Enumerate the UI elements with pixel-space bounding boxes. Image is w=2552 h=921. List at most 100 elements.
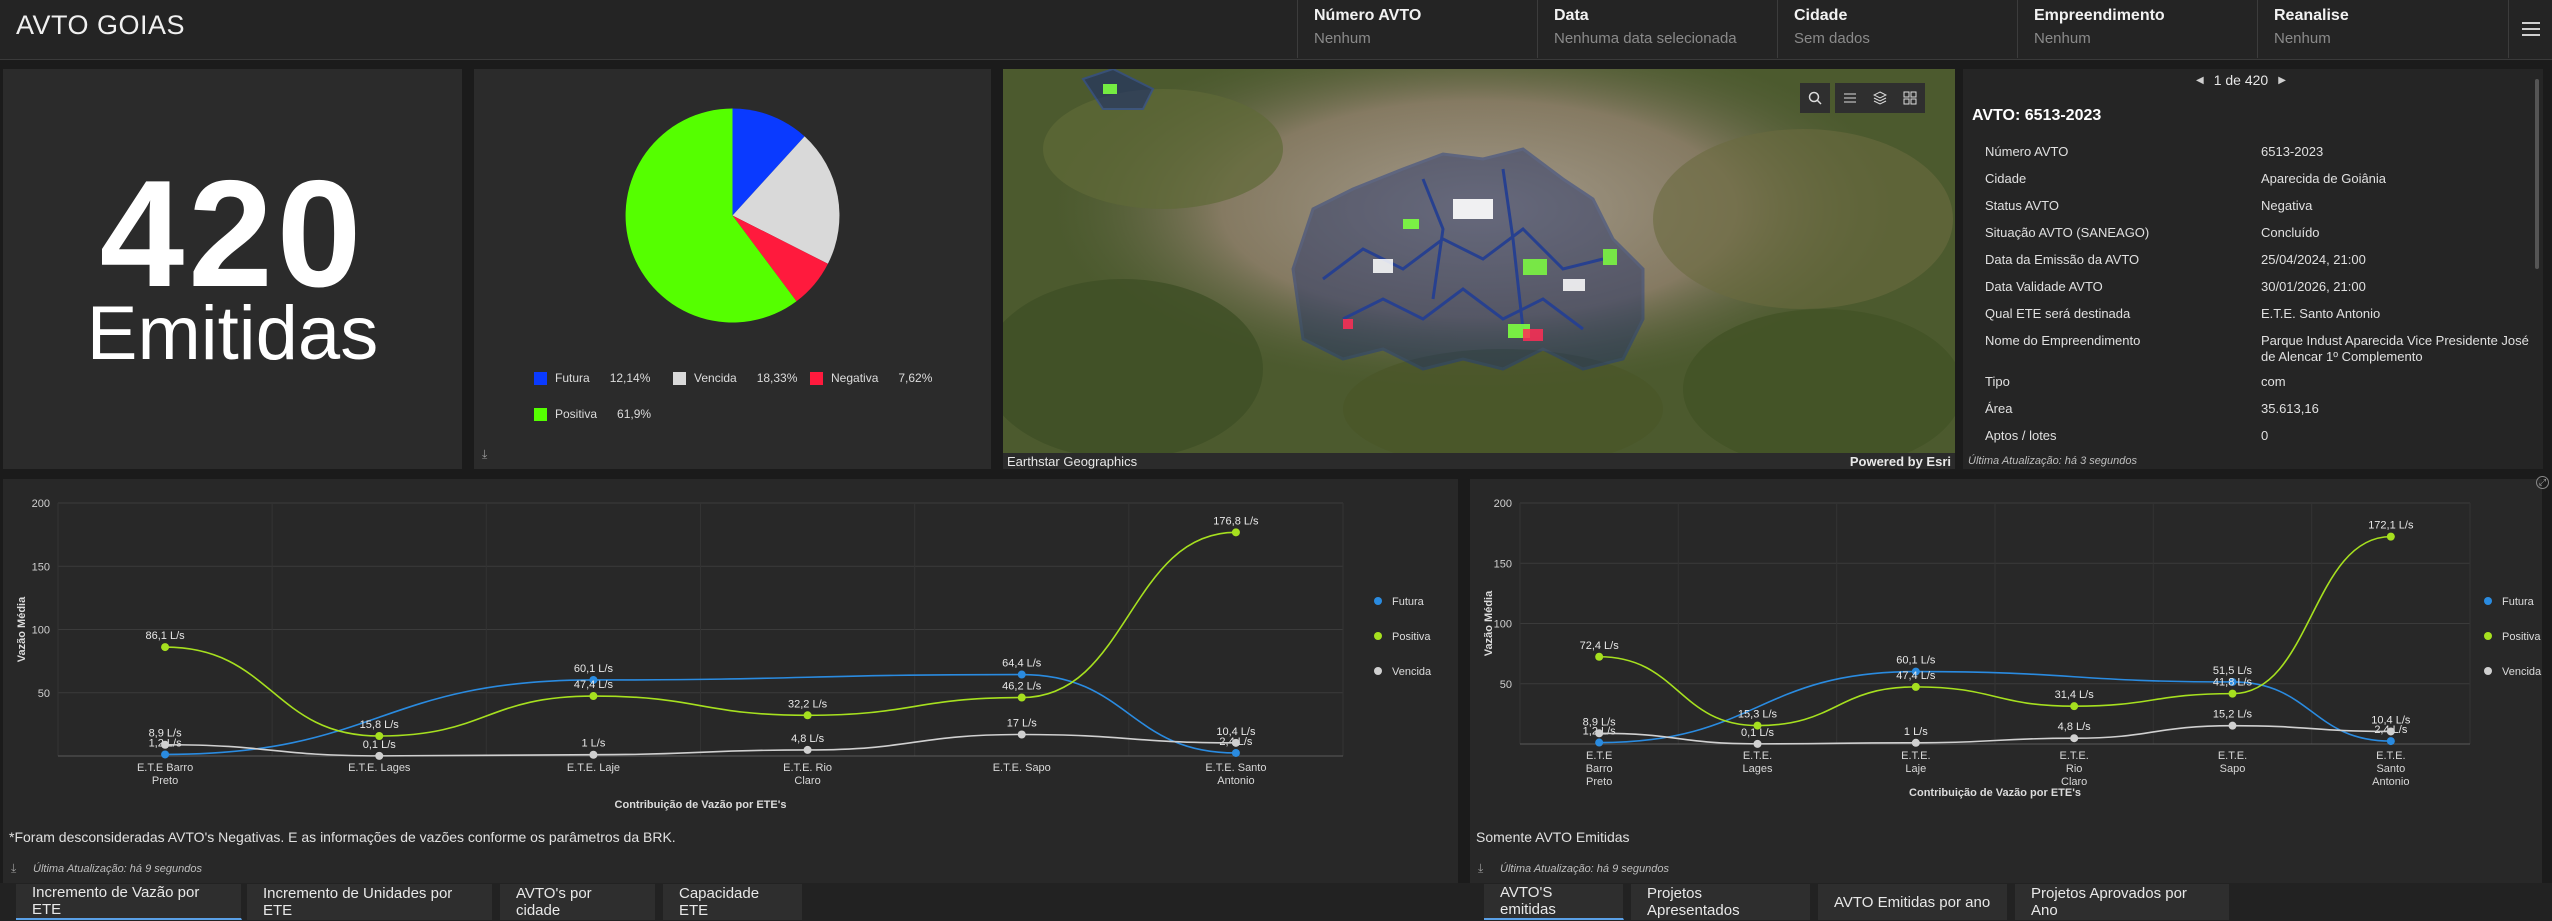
data-point-vencida[interactable] <box>1595 729 1604 738</box>
data-point-positiva[interactable] <box>1231 528 1240 537</box>
tab-projetos-aprovados-por-ano[interactable]: Projetos Aprovados por Ano <box>2015 884 2230 920</box>
legend-label[interactable]: Futura <box>1392 596 1425 608</box>
data-point-futura[interactable] <box>589 675 598 684</box>
download-icon[interactable]: ⤓ <box>1478 861 1484 875</box>
data-label: 64,4 L/s <box>1002 658 1042 670</box>
tab-label: AVTO'S emitidas <box>1500 884 1556 918</box>
filter-cidade[interactable]: Cidade Sem dados <box>1777 0 2017 58</box>
data-label: 1 L/s <box>1904 726 1928 738</box>
tab-capacidade-ete[interactable]: Capacidade ETE <box>663 884 803 920</box>
data-point-futura[interactable] <box>2228 677 2237 686</box>
data-point-futura[interactable] <box>161 750 170 759</box>
y-tick-label: 200 <box>32 498 50 510</box>
data-point-vencida[interactable] <box>803 745 812 754</box>
next-icon[interactable]: ▶ <box>2278 74 2286 86</box>
legend-marker[interactable] <box>1374 597 1382 605</box>
legend-item-futura[interactable]: Futura 12,14% <box>534 371 650 385</box>
data-point-positiva[interactable] <box>1595 652 1604 661</box>
data-point-positiva[interactable] <box>803 711 812 720</box>
legend-swatch <box>810 371 823 385</box>
filter-reanalise[interactable]: Reanalise Nenhum <box>2257 0 2508 58</box>
tab-incremento-vazao[interactable]: Incremento de Vazão por ETE <box>16 884 242 920</box>
map-basemap-button[interactable] <box>1895 83 1925 113</box>
filter-value: Nenhum <box>2034 30 2091 47</box>
data-point-futura[interactable] <box>1911 667 1920 676</box>
pie-slice-vencida[interactable] <box>732 136 840 264</box>
data-point-futura[interactable] <box>1231 748 1240 757</box>
data-point-vencida[interactable] <box>1231 738 1240 747</box>
details-scrollbar[interactable] <box>2535 79 2539 269</box>
legend-marker[interactable] <box>1374 667 1382 675</box>
x-tick-label: E.T.E. Lages <box>348 762 411 774</box>
pie-chart <box>625 108 840 323</box>
data-point-positiva[interactable] <box>1753 721 1762 730</box>
detail-value: Negativa <box>2261 198 2313 213</box>
legend-item-vencida[interactable]: Vencida 18,33% <box>673 371 797 385</box>
chart-panel-right: 50 100 150 200 Vazão Média Contribuição de Va… <box>1470 479 2542 883</box>
legend-marker[interactable] <box>1374 632 1382 640</box>
data-point-futura[interactable] <box>1595 738 1604 747</box>
series-line-vencida <box>1599 724 2391 745</box>
tab-projetos-apresentados[interactable]: Projetos Apresentados <box>1631 884 1811 920</box>
legend-item-negativa[interactable]: Negativa 7,62% <box>810 371 932 385</box>
map-credit-left: Earthstar Geographics <box>1007 454 1138 469</box>
legend-label[interactable]: Vencida <box>2502 666 2542 678</box>
detail-key: Tipo <box>1985 374 2010 389</box>
data-point-positiva[interactable] <box>375 732 384 741</box>
tab-incremento-unidades[interactable]: Incremento de Unidades por ETE <box>247 884 493 920</box>
tab-avtos-emitidas[interactable]: AVTO'S emitidas <box>1484 884 1624 920</box>
pie-slice-negativa[interactable] <box>732 215 828 302</box>
legend-swatch <box>534 371 547 385</box>
tab-avto-emitidas-por-ano[interactable]: AVTO Emitidas por ano <box>1818 884 2008 920</box>
map-credit-right[interactable]: Powered by Esri <box>1849 454 1951 469</box>
data-point-positiva[interactable] <box>2070 702 2079 711</box>
legend-label[interactable]: Vencida <box>1392 666 1432 678</box>
map-layers-button[interactable] <box>1865 83 1895 113</box>
pie-slice-futura[interactable] <box>732 108 805 216</box>
filter-data[interactable]: Data Nenhuma data selecionada <box>1537 0 1777 58</box>
data-point-positiva[interactable] <box>1911 682 1920 691</box>
data-point-vencida[interactable] <box>1017 730 1026 739</box>
filter-numero-avto[interactable]: Número AVTO Nenhum <box>1297 0 1537 58</box>
menu-button[interactable] <box>2508 0 2552 58</box>
detail-key: Número AVTO <box>1985 144 2069 159</box>
map-search-button[interactable] <box>1800 83 1830 113</box>
data-point-positiva[interactable] <box>161 643 170 652</box>
pager-text: 1 de 420 <box>2213 72 2269 88</box>
data-point-positiva[interactable] <box>1017 693 1026 702</box>
tab-avtos-por-cidade[interactable]: AVTO's por cidade <box>500 884 656 920</box>
legend-label[interactable]: Positiva <box>2502 631 2541 643</box>
x-tick-label: E.T.E Barro Preto <box>1586 750 1613 788</box>
download-icon[interactable]: ⤓ <box>11 861 17 875</box>
legend-item-positiva[interactable]: Positiva 61,9% <box>534 407 651 421</box>
x-tick-label: E.T.E Barro Preto <box>137 762 193 787</box>
legend-label[interactable]: Futura <box>2502 596 2535 608</box>
data-point-positiva[interactable] <box>2228 689 2237 698</box>
filter-value: Nenhum <box>1314 30 1371 47</box>
data-point-vencida[interactable] <box>1911 738 1920 747</box>
data-point-vencida[interactable] <box>2228 721 2237 730</box>
legend-label[interactable]: Positiva <box>1392 631 1431 643</box>
data-point-positiva[interactable] <box>589 692 598 701</box>
data-point-futura[interactable] <box>1017 670 1026 679</box>
expand-icon[interactable]: ⤢ <box>2536 476 2549 489</box>
data-point-vencida[interactable] <box>2386 727 2395 736</box>
x-axis-label: Contribuição de Vazão por ETE's <box>1909 787 2081 799</box>
pie-slice-positiva[interactable] <box>625 108 797 323</box>
data-label: 15,2 L/s <box>2213 709 2253 721</box>
data-point-vencida[interactable] <box>589 750 598 759</box>
map-view[interactable]: Earthstar Geographics Powered by Esri <box>1003 69 1955 469</box>
prev-icon[interactable]: ◀ <box>2196 74 2204 86</box>
data-point-vencida[interactable] <box>2070 734 2079 743</box>
filter-empreendimento[interactable]: Empreendimento Nenhum <box>2017 0 2257 58</box>
legend-marker[interactable] <box>2484 667 2492 675</box>
data-point-positiva[interactable] <box>2386 532 2395 541</box>
map-legend-button[interactable] <box>1835 83 1865 113</box>
data-point-vencida[interactable] <box>375 751 384 760</box>
legend-marker[interactable] <box>2484 597 2492 605</box>
data-point-vencida[interactable] <box>161 740 170 749</box>
legend-marker[interactable] <box>2484 632 2492 640</box>
data-point-futura[interactable] <box>2386 737 2395 746</box>
download-icon[interactable]: ⤓ <box>482 447 488 461</box>
data-point-vencida[interactable] <box>1753 739 1762 748</box>
